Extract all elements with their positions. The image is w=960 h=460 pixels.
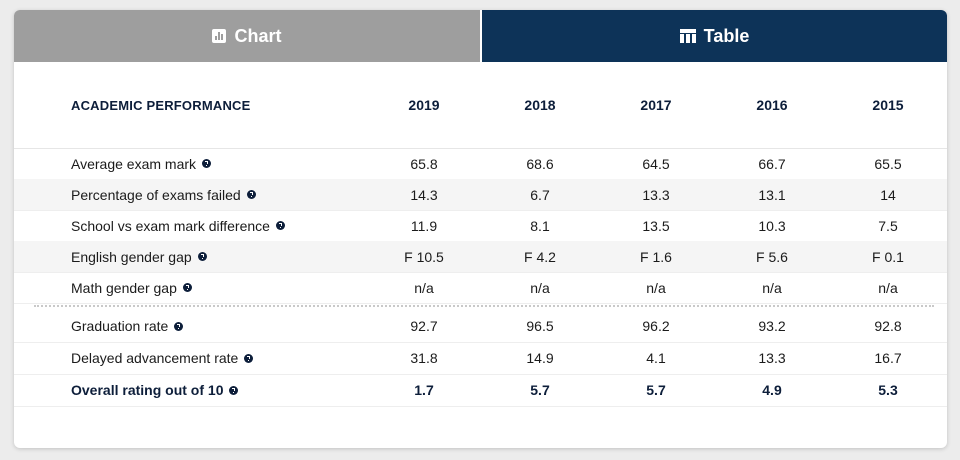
row-label: English gender gap [71,241,207,272]
cell-value: 5.3 [878,382,898,398]
label-text: Graduation rate [71,318,169,334]
cell-value: 92.8 [874,318,902,334]
year-header: 2017 [640,97,672,113]
cell-value: F 1.6 [640,248,672,265]
label-text: Average exam mark [71,155,197,172]
cell-value: 14 [880,186,896,203]
table-row: Overall rating out of 10 1.7 5.7 5.7 4.9 5.3 [14,374,947,407]
help-icon[interactable] [197,252,207,261]
cell-value: n/a [414,279,434,296]
help-icon[interactable] [229,385,239,395]
table-row: Math gender gap n/a n/a n/a n/a n/a [14,272,947,304]
cell-value: 93.2 [758,318,786,334]
card: Chart Table ACADEMIC PERFORMANCE 2019 201… [14,10,947,448]
year-header: 2016 [756,97,788,113]
cell-value: 4.1 [646,350,666,366]
cell-value: 1.7 [414,382,434,398]
year-header: 2018 [524,97,556,113]
cell-value: F 10.5 [404,248,444,265]
cell-value: 65.5 [874,155,902,172]
table-row: English gender gap F 10.5 F 4.2 F 1.6 F 5.6 F… [14,241,947,273]
cell-value: F 5.6 [756,248,788,265]
label-text: Math gender gap [71,279,177,296]
label-text: Percentage of exams failed [71,186,241,203]
tab-label: Chart [234,25,282,46]
header-label: ACADEMIC PERFORMANCE [71,97,251,113]
help-icon[interactable] [275,221,285,230]
cell-value: 96.2 [642,318,670,334]
label-text: Delayed advancement rate [71,350,239,366]
help-icon[interactable] [174,321,184,331]
row-label: Graduation rate [71,310,184,342]
row-label: Delayed advancement rate [71,342,254,374]
table-row: School vs exam mark difference 11.9 8.1 13.… [14,210,947,242]
table-header: ACADEMIC PERFORMANCE 2019 2018 2017 2016 201… [14,62,947,149]
row-label: Average exam mark [71,148,212,179]
label-text: School vs exam mark difference [71,217,270,234]
table-row: Percentage of exams failed 14.3 6.7 13.3 13.… [14,179,947,211]
cell-value: 6.7 [530,186,550,203]
cell-value: 92.7 [410,318,438,334]
cell-value: 5.7 [530,382,550,398]
cell-value: 5.7 [646,382,666,398]
table-icon [679,29,696,43]
label-text: English gender gap [71,248,192,265]
cell-value: n/a [646,279,666,296]
cell-value: 68.6 [526,155,554,172]
help-icon[interactable] [182,283,192,292]
cell-value: n/a [878,279,898,296]
help-icon[interactable] [244,353,254,363]
cell-value: 64.5 [642,155,670,172]
cell-value: n/a [762,279,782,296]
table-row: Graduation rate 92.7 96.5 96.2 93.2 92.8 [14,310,947,343]
row-label: Overall rating out of 10 [71,374,239,406]
cell-value: 8.1 [530,217,550,234]
cell-value: 96.5 [526,318,554,334]
row-label: Percentage of exams failed [71,179,256,210]
cell-value: 16.7 [874,350,902,366]
cell-value: 65.8 [410,155,438,172]
help-icon[interactable] [246,190,256,199]
cell-value: 13.3 [758,350,786,366]
cell-value: 11.9 [410,217,438,234]
table-row: Average exam mark 65.8 68.6 64.5 66.7 65.5 [14,148,947,180]
cell-value: 13.1 [758,186,786,203]
cell-value: 7.5 [878,217,898,234]
tab-label: Table [703,25,750,46]
cell-value: 31.8 [410,350,438,366]
chart-tab[interactable]: Chart [14,10,480,62]
cell-value: 10.3 [758,217,786,234]
year-header: 2019 [408,97,440,113]
help-icon[interactable] [202,159,212,168]
cell-value: n/a [530,279,550,296]
chart-icon [212,29,227,43]
separator [34,305,934,307]
cell-value: F 4.2 [524,248,556,265]
cell-value: 13.3 [642,186,670,203]
cell-value: 66.7 [758,155,786,172]
year-header: 2015 [872,97,904,113]
cell-value: 14.3 [410,186,438,203]
cell-value: 4.9 [762,382,782,398]
cell-value: F 0.1 [872,248,904,265]
cell-value: 14.9 [526,350,554,366]
label-text: Overall rating out of 10 [71,382,224,398]
cell-value: 13.5 [642,217,670,234]
table-row: Delayed advancement rate 31.8 14.9 4.1 13.3 1… [14,342,947,375]
row-label: School vs exam mark difference [71,210,285,241]
table-tab[interactable]: Table [482,10,947,62]
row-label: Math gender gap [71,272,192,303]
